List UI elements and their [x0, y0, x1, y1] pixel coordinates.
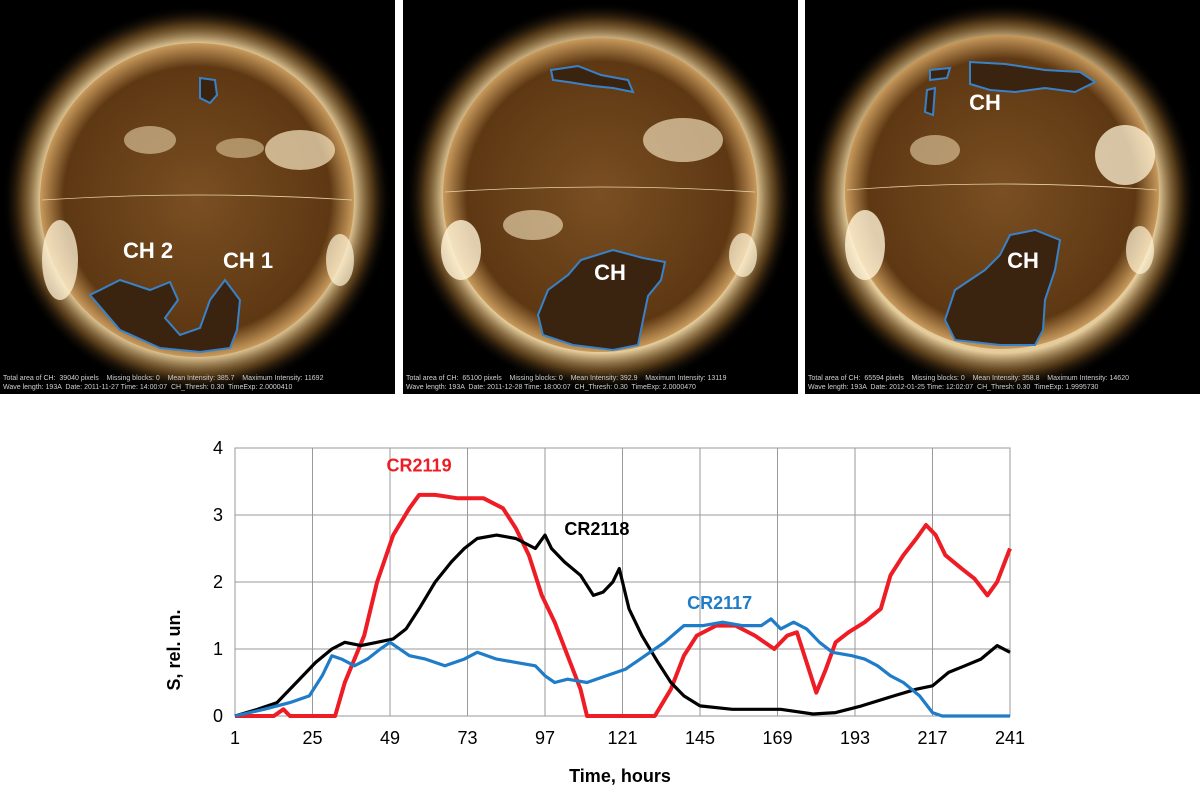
x-tick-label: 25 [302, 728, 322, 748]
ch-contour [969, 60, 1097, 94]
ch-label: CH 1 [223, 248, 273, 273]
x-tick-label: 49 [380, 728, 400, 748]
ch-label: CH 2 [123, 238, 173, 263]
caption-line: Wave length: 193A Date: 2012-01-25 Time:… [808, 384, 1099, 391]
sun-panel-2: CH Total area of CH: 65100 pixels Missin… [403, 0, 798, 394]
sun-panel-3: CH CH Total area of CH: 65594 pixels Mis… [805, 0, 1200, 394]
ch-label: CH [594, 260, 626, 285]
ch-label: CH [1007, 248, 1039, 273]
series-line-cr2119 [235, 492, 1012, 718]
ch-contour [536, 248, 667, 352]
x-tick-label: 217 [917, 728, 947, 748]
series-line-cr2117 [234, 617, 1010, 718]
chart-series [234, 492, 1012, 718]
chart-labels: CR2119 CR2118 CR2117 [387, 455, 753, 612]
ch-contour [88, 278, 242, 354]
y-axis-label: S, rel. un. [164, 609, 184, 690]
x-tick-label: 169 [762, 728, 792, 748]
chart-grid [234, 447, 1011, 717]
y-tick-label: 4 [213, 438, 223, 458]
caption-line: Wave length: 193A Date: 2011-12-28 Time:… [406, 384, 696, 391]
x-tick-label: 73 [457, 728, 477, 748]
image-caption: Total area of CH: 65594 pixels Missing b… [808, 374, 1129, 392]
sun-panel-1: CH 2 CH 1 Total area of CH: 39040 pixels… [0, 0, 395, 394]
sun-image-3: CH CH [807, 2, 1197, 392]
series-label: CR2119 [387, 455, 452, 475]
x-tick-label: 145 [685, 728, 715, 748]
image-caption: Total area of CH: 39040 pixels Missing b… [3, 374, 323, 392]
sun-image-1: CH 2 CH 1 [2, 5, 392, 394]
caption-line: Total area of CH: 65594 pixels Missing b… [808, 375, 1129, 382]
x-tick-label: 121 [607, 728, 637, 748]
y-tick-label: 2 [213, 572, 223, 592]
x-tick-label: 241 [995, 728, 1025, 748]
sun-image-2: CH [405, 2, 795, 392]
caption-line: Total area of CH: 65100 pixels Missing b… [406, 375, 727, 382]
series-label: CR2117 [687, 593, 752, 613]
series-label: CR2118 [564, 519, 629, 539]
y-tick-label: 3 [213, 505, 223, 525]
ch-contour [943, 228, 1062, 346]
ch-contour [199, 76, 219, 105]
caption-line: Wave length: 193A Date: 2011-11-27 Time:… [3, 384, 293, 391]
caption-line: Total area of CH: 39040 pixels Missing b… [3, 375, 324, 382]
y-tick-label: 1 [213, 639, 223, 659]
series-line-cr2118 [234, 533, 1011, 718]
y-tick-label: 0 [213, 706, 223, 726]
ch-contour [923, 86, 937, 117]
x-tick-label: 97 [535, 728, 555, 748]
x-tick-label: 1 [230, 728, 240, 748]
ch-contour [929, 66, 952, 82]
image-caption: Total area of CH: 65100 pixels Missing b… [406, 374, 726, 392]
ch-contour [549, 64, 635, 94]
ch-label: CH [969, 90, 1001, 115]
x-axis-label: Time, hours [569, 766, 671, 786]
x-tick-label: 193 [840, 728, 870, 748]
